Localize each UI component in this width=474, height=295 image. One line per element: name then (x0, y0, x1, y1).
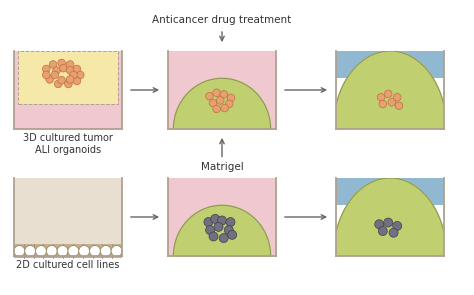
Circle shape (206, 92, 213, 100)
Bar (18, 51, 118, 104)
Circle shape (46, 245, 57, 256)
Circle shape (204, 218, 213, 227)
Polygon shape (333, 51, 447, 129)
Circle shape (66, 61, 74, 68)
Circle shape (55, 80, 62, 88)
Bar (336, 178, 444, 205)
Circle shape (68, 245, 79, 256)
Circle shape (211, 214, 220, 223)
Circle shape (226, 100, 233, 108)
Circle shape (58, 76, 65, 84)
Circle shape (66, 67, 74, 74)
Bar (168, 51, 276, 129)
Circle shape (227, 94, 235, 102)
Circle shape (79, 245, 90, 256)
Circle shape (73, 77, 81, 85)
Circle shape (46, 76, 54, 83)
Bar (336, 178, 444, 256)
Circle shape (220, 91, 228, 98)
Circle shape (60, 64, 67, 72)
Bar (168, 178, 276, 256)
Circle shape (111, 245, 122, 256)
Circle shape (379, 100, 387, 108)
Bar (336, 51, 444, 129)
Circle shape (58, 59, 65, 67)
Circle shape (90, 245, 100, 256)
Circle shape (218, 216, 227, 225)
Bar (336, 51, 444, 78)
Circle shape (43, 65, 50, 73)
Circle shape (219, 234, 228, 242)
Circle shape (64, 80, 72, 88)
Text: Anticancer drug treatment: Anticancer drug treatment (152, 15, 292, 25)
Circle shape (66, 76, 74, 83)
Bar (14, 51, 122, 129)
Circle shape (217, 97, 224, 104)
Circle shape (377, 94, 385, 101)
Circle shape (383, 218, 392, 227)
Circle shape (388, 99, 396, 106)
Circle shape (70, 71, 77, 79)
Circle shape (209, 99, 217, 107)
Circle shape (73, 65, 81, 73)
Circle shape (393, 94, 401, 101)
Polygon shape (173, 205, 271, 256)
Text: 3D cultured tumor
ALI organoids: 3D cultured tumor ALI organoids (23, 133, 113, 155)
Circle shape (389, 228, 398, 237)
Text: Matrigel: Matrigel (201, 161, 243, 171)
Text: 2D cultured cell lines: 2D cultured cell lines (16, 260, 120, 270)
Circle shape (49, 61, 57, 68)
Circle shape (392, 222, 401, 230)
Bar (14, 244, 122, 258)
Circle shape (395, 102, 403, 109)
Circle shape (14, 245, 25, 256)
Circle shape (53, 67, 60, 74)
Circle shape (213, 89, 220, 96)
Circle shape (76, 71, 84, 79)
Circle shape (36, 245, 46, 256)
Bar (14, 178, 122, 244)
Circle shape (100, 245, 111, 256)
Circle shape (206, 226, 215, 235)
Circle shape (375, 220, 383, 229)
Bar (18, 51, 118, 104)
Circle shape (214, 222, 223, 231)
Polygon shape (333, 178, 447, 256)
Polygon shape (173, 78, 271, 129)
Circle shape (228, 230, 237, 239)
Circle shape (378, 227, 387, 235)
Circle shape (43, 71, 50, 79)
Circle shape (25, 245, 36, 256)
Circle shape (224, 226, 233, 235)
Circle shape (384, 90, 392, 98)
Circle shape (209, 232, 218, 241)
Circle shape (226, 218, 235, 227)
Circle shape (213, 105, 220, 113)
Circle shape (51, 71, 59, 79)
Circle shape (221, 104, 228, 112)
Circle shape (57, 245, 68, 256)
